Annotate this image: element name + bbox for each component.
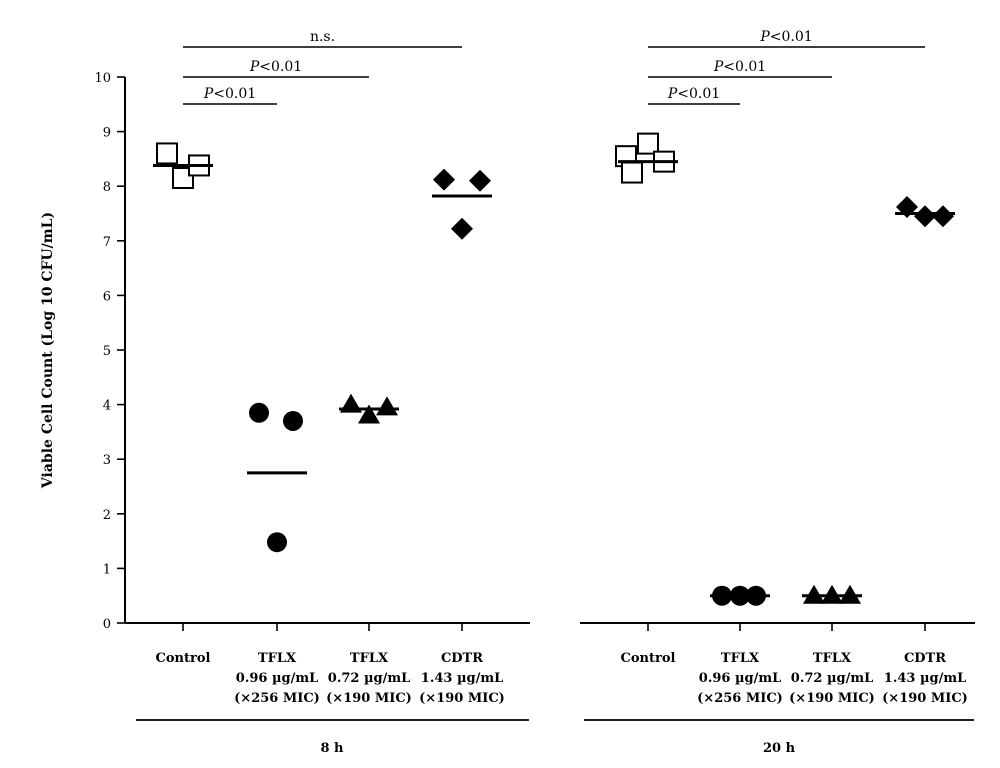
data-point-diamond xyxy=(932,205,954,228)
x-axis-labels: Control TFLX 0.96 µg/mL (×256 MIC) TFLX 0.72 … xyxy=(156,651,968,706)
category-label: 1.43 µg/mL xyxy=(884,671,966,686)
data-point-diamond xyxy=(469,169,491,192)
category-label: (×256 MIC) xyxy=(234,691,320,706)
y-tick-label: 5 xyxy=(103,344,111,359)
p-symbol: P xyxy=(759,29,770,45)
p-value: n.s. xyxy=(310,29,335,45)
category-label: 1.43 µg/mL xyxy=(421,671,503,686)
category-label: TFLX xyxy=(350,651,389,666)
category-label: (×190 MIC) xyxy=(882,691,968,706)
data-point-open-square xyxy=(621,161,643,184)
category-label: (×190 MIC) xyxy=(326,691,412,706)
category-label: 0.96 µg/mL xyxy=(236,671,318,686)
p-value: <0.01 xyxy=(677,86,720,102)
y-tick-label: 6 xyxy=(103,289,111,304)
data-point-circle xyxy=(283,410,303,431)
category-label: TFLX xyxy=(258,651,297,666)
significance-label: P<0.01 xyxy=(203,86,256,102)
p-symbol: P xyxy=(249,59,260,75)
category-label: (×190 MIC) xyxy=(419,691,505,706)
axes: 0 1 2 3 4 5 6 7 8 9 10 xyxy=(94,71,975,632)
y-axis-label: Viable Cell Count (Log 10 CFU/mL) xyxy=(40,212,56,489)
group-label: 20 h xyxy=(763,741,796,756)
y-tick-label: 10 xyxy=(94,71,111,86)
data-point-diamond xyxy=(914,205,936,228)
data-points xyxy=(156,132,954,606)
category-label: (×190 MIC) xyxy=(789,691,875,706)
p-value: <0.01 xyxy=(213,86,256,102)
y-tick-label: 3 xyxy=(103,453,111,468)
data-point-open-square xyxy=(156,142,178,165)
category-label: TFLX xyxy=(721,651,760,666)
category-label: CDTR xyxy=(904,651,946,666)
p-symbol: P xyxy=(203,86,214,102)
category-label: 0.96 µg/mL xyxy=(699,671,781,686)
p-value: <0.01 xyxy=(259,59,302,75)
data-point-triangle xyxy=(376,396,398,416)
category-label: TFLX xyxy=(813,651,852,666)
p-value: <0.01 xyxy=(770,29,813,45)
category-label: 0.72 µg/mL xyxy=(791,671,873,686)
p-symbol: P xyxy=(667,86,678,102)
data-point-diamond xyxy=(451,217,473,240)
group-labels: 8 h 20 h xyxy=(136,719,974,756)
data-point-open-square xyxy=(637,132,659,155)
mean-lines xyxy=(153,160,955,598)
category-label: Control xyxy=(621,651,676,666)
data-point-circle xyxy=(249,402,269,423)
significance-label: n.s. xyxy=(310,29,335,45)
y-tick-label: 2 xyxy=(103,508,111,523)
p-symbol: P xyxy=(713,59,724,75)
y-tick-label: 7 xyxy=(103,235,111,250)
category-label: 0.72 µg/mL xyxy=(328,671,410,686)
group-label: 8 h xyxy=(320,741,344,756)
category-label: (×256 MIC) xyxy=(697,691,783,706)
significance-brackets: P<0.01P<0.01n.s.P<0.01P<0.01P<0.01 xyxy=(183,29,925,105)
significance-label: P<0.01 xyxy=(667,86,720,102)
data-point-diamond xyxy=(433,168,455,191)
significance-label: P<0.01 xyxy=(713,59,766,75)
y-tick-label: 1 xyxy=(103,562,111,577)
p-value: <0.01 xyxy=(723,59,766,75)
data-point-triangle xyxy=(358,404,380,424)
y-tick-label: 9 xyxy=(103,126,111,141)
significance-label: P<0.01 xyxy=(759,29,812,45)
y-tick-label: 8 xyxy=(103,180,111,195)
significance-label: P<0.01 xyxy=(249,59,302,75)
category-label: CDTR xyxy=(441,651,483,666)
y-tick-label: 0 xyxy=(103,617,111,632)
data-point-circle xyxy=(267,532,287,553)
category-label: Control xyxy=(156,651,211,666)
y-tick-label: 4 xyxy=(103,399,111,414)
